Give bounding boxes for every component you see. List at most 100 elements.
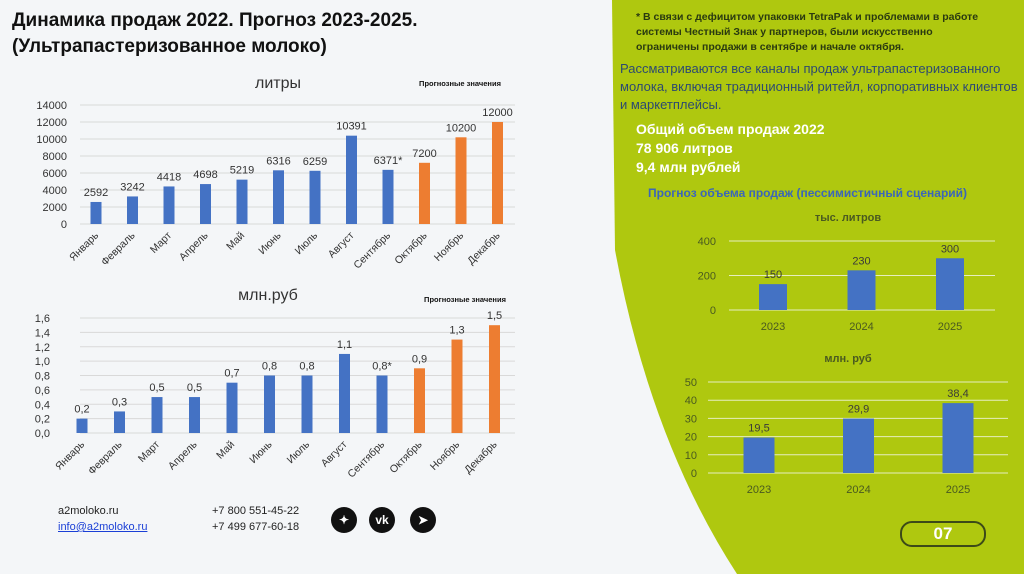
- email-link[interactable]: info@a2moloko.ru: [58, 521, 148, 533]
- footnote: * В связи с дефицитом упаковки TetraPak …: [636, 11, 979, 53]
- dzen-icon[interactable]: ✦: [331, 507, 357, 533]
- x-tick-label: 2025: [946, 484, 970, 496]
- x-tick-label: Май: [224, 230, 247, 253]
- data-label: 150: [764, 269, 782, 281]
- x-tick-label: Февраль: [86, 438, 125, 477]
- data-label: 0,9: [412, 353, 427, 365]
- y-tick-label: 40: [685, 395, 697, 407]
- data-label: 38,4: [947, 388, 968, 400]
- telegram-icon[interactable]: ➤: [410, 507, 436, 533]
- bar: [90, 201, 102, 224]
- x-tick-label: Май: [214, 439, 237, 462]
- x-tick-label: 2023: [747, 484, 771, 496]
- y-tick-label: 0,0: [35, 428, 50, 440]
- y-tick-label: 0: [710, 305, 716, 317]
- site-link[interactable]: a2moloko.ru: [58, 505, 119, 517]
- x-tick-label: Декабрь: [465, 229, 503, 267]
- contacts-phone: +7 800 551-45-22 +7 499 677-60-18: [212, 503, 299, 535]
- x-tick-label: Март: [136, 439, 162, 465]
- total-rubles: 9,4 млн рублей: [636, 159, 741, 175]
- y-tick-label: 1,0: [35, 356, 50, 368]
- data-label: 6259: [303, 156, 327, 168]
- bar: [200, 184, 211, 224]
- y-tick-label: 0,8: [35, 371, 50, 383]
- y-tick-label: 10000: [36, 134, 67, 146]
- chart-title: млн.руб: [238, 287, 298, 304]
- bar: [346, 135, 357, 224]
- vk-icon[interactable]: vk: [369, 507, 395, 533]
- x-tick-label: Апрель: [177, 229, 211, 263]
- data-label: 1,1: [337, 339, 352, 351]
- x-tick-label: Апрель: [166, 438, 200, 472]
- data-label: 6371*: [374, 155, 403, 167]
- bar: [264, 375, 275, 433]
- data-label: 0,7: [224, 368, 239, 380]
- data-label: 3242: [120, 181, 144, 193]
- phone-2[interactable]: +7 499 677-60-18: [212, 521, 300, 533]
- forecast-legend-note: Прогнозные значения: [424, 295, 506, 304]
- total-liters: 78 906 литров: [636, 140, 733, 156]
- x-tick-label: Октябрь: [392, 229, 430, 267]
- bar: [309, 170, 321, 224]
- data-label: 10391: [336, 121, 367, 133]
- x-tick-label: Декабрь: [462, 438, 500, 476]
- y-tick-label: 30: [685, 413, 697, 425]
- x-tick-label: Июнь: [247, 438, 275, 466]
- bar: [419, 162, 430, 224]
- phone-1[interactable]: +7 800 551-45-22: [212, 505, 300, 517]
- y-tick-label: 400: [698, 236, 716, 248]
- y-tick-label: 4000: [43, 185, 67, 197]
- y-tick-label: 200: [698, 271, 716, 283]
- data-label: 10200: [446, 122, 477, 134]
- bar: [843, 418, 874, 473]
- x-tick-label: Ноябрь: [428, 438, 463, 473]
- bar: [451, 339, 463, 433]
- data-label: 5219: [230, 165, 254, 177]
- chart-title: млн. руб: [824, 353, 872, 365]
- bar: [151, 397, 163, 433]
- forecast-legend-note: Прогнозные значения: [419, 79, 501, 88]
- title-line-1: Динамика продаж 2022. Прогноз 2023-2025.: [12, 10, 418, 31]
- x-tick-label: Ноябрь: [432, 229, 467, 264]
- bar: [301, 375, 313, 433]
- data-label: 230: [852, 255, 870, 267]
- bar: [936, 258, 964, 310]
- x-tick-label: Июль: [285, 438, 313, 466]
- data-label: 4698: [193, 169, 217, 181]
- contacts-web: a2moloko.ru info@a2moloko.ru: [58, 503, 147, 535]
- bar: [226, 382, 238, 433]
- bar: [163, 186, 175, 224]
- y-tick-label: 20: [685, 432, 697, 444]
- x-tick-label: Март: [148, 230, 174, 256]
- data-label: 0,5: [149, 382, 164, 394]
- x-tick-label: 2024: [846, 484, 870, 496]
- y-tick-label: 50: [685, 377, 697, 389]
- bar: [114, 411, 125, 433]
- x-tick-label: Февраль: [99, 229, 138, 268]
- y-tick-label: 1,2: [35, 342, 50, 354]
- x-tick-label: 2024: [849, 321, 873, 333]
- green-panel: [612, 0, 1024, 574]
- y-tick-label: 0: [691, 468, 697, 480]
- y-tick-label: 12000: [36, 117, 67, 129]
- x-tick-label: Октябрь: [387, 438, 425, 476]
- y-tick-label: 0,2: [35, 414, 50, 426]
- title-line-2: (Ультрапастеризованное молоко): [12, 36, 327, 57]
- bar: [236, 179, 248, 224]
- y-tick-label: 14000: [36, 100, 67, 112]
- y-tick-label: 1,6: [35, 313, 50, 325]
- data-label: 19,5: [748, 423, 769, 435]
- x-tick-label: 2025: [938, 321, 962, 333]
- data-label: 0,8*: [372, 361, 392, 373]
- x-tick-label: 2023: [761, 321, 785, 333]
- y-tick-label: 0,4: [35, 399, 50, 411]
- total-title: Общий объем продаж 2022: [636, 121, 825, 137]
- bar: [414, 368, 425, 433]
- y-tick-label: 1,4: [35, 327, 50, 339]
- bar: [942, 403, 974, 473]
- y-tick-label: 0,6: [35, 385, 50, 397]
- x-tick-label: Сентябрь: [351, 229, 393, 271]
- y-tick-label: 2000: [43, 202, 67, 214]
- data-label: 29,9: [848, 404, 869, 416]
